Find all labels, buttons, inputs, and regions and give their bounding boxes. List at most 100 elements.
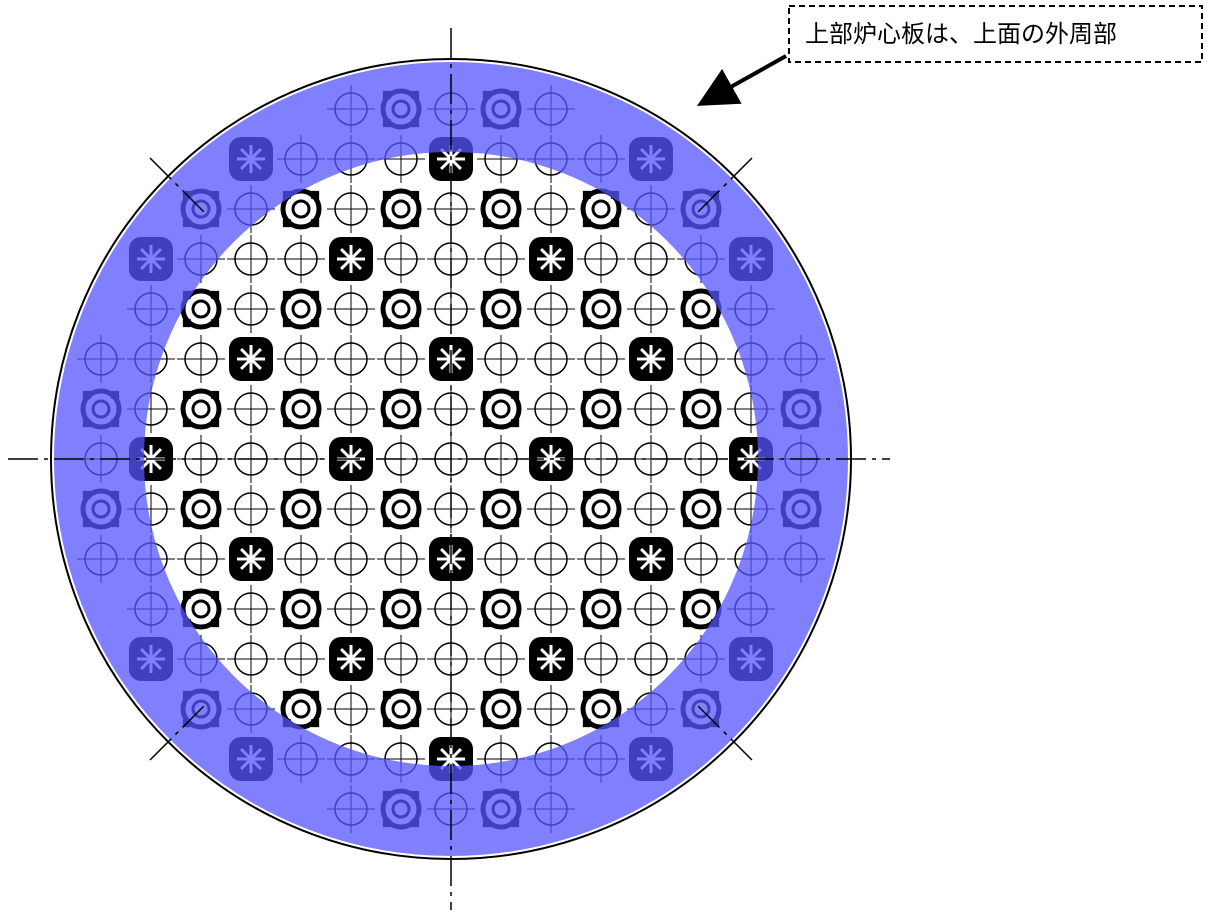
block-spoke: [349, 657, 362, 670]
block-spoke: [449, 157, 462, 170]
block-spoke: [549, 457, 562, 470]
assembly-cell: [327, 185, 375, 233]
block-spoke: [340, 657, 353, 670]
gear-tooth: [411, 590, 420, 599]
assembly-cell: [527, 685, 575, 733]
gear-tooth: [411, 390, 420, 399]
gear-tooth: [382, 190, 391, 199]
assembly-cell: [177, 535, 225, 583]
block-spoke: [349, 648, 362, 661]
gear-tooth: [411, 319, 420, 328]
gear-tooth: [282, 690, 291, 699]
gear-tooth: [582, 719, 591, 728]
assembly-cell: [580, 388, 622, 430]
gear-tooth: [411, 690, 420, 699]
gear-tooth: [382, 719, 391, 728]
assembly-cell: [227, 585, 275, 633]
assembly-cell: [580, 288, 622, 330]
gear-tooth: [582, 419, 591, 428]
gear-ring: [280, 388, 322, 430]
block-spoke: [349, 257, 362, 270]
assembly-cell: [477, 235, 525, 283]
assembly-cell: [277, 235, 325, 283]
gear-tooth: [582, 619, 591, 628]
block-spoke: [349, 457, 362, 470]
assembly-cell: [580, 488, 622, 530]
assembly-cell: [627, 635, 675, 683]
assembly-cell: [480, 588, 522, 630]
gear-tooth: [182, 590, 191, 599]
gear-tooth: [382, 319, 391, 328]
gear-core: [191, 399, 211, 419]
gear-tooth: [711, 519, 720, 528]
gear-tooth: [582, 290, 591, 299]
gear-core: [391, 499, 411, 519]
gear-tooth: [311, 390, 320, 399]
assembly-cell: [277, 335, 325, 383]
assembly-cell: [280, 588, 322, 630]
gear-ring: [180, 488, 222, 530]
block-spoke: [440, 348, 453, 361]
gear-tooth: [311, 319, 320, 328]
gear-tooth: [211, 619, 220, 628]
assembly-cell: [380, 288, 422, 330]
block-spoke: [240, 348, 253, 361]
gear-tooth: [382, 519, 391, 528]
block-spoke: [349, 248, 362, 261]
gear-tooth: [611, 590, 620, 599]
gear-tooth: [711, 590, 720, 599]
assembly-cell: [529, 237, 573, 281]
gear-tooth: [582, 190, 591, 199]
gear-tooth: [211, 419, 220, 428]
gear-core: [391, 299, 411, 319]
gear-core: [491, 299, 511, 319]
block-spoke: [440, 157, 453, 170]
gear-ring: [480, 488, 522, 530]
block-spoke: [249, 357, 262, 370]
block-spoke: [349, 448, 362, 461]
block-spoke: [449, 348, 462, 361]
gear-tooth: [311, 690, 320, 699]
gear-ring: [480, 588, 522, 630]
block-spoke: [340, 448, 353, 461]
gear-tooth: [611, 619, 620, 628]
block-spoke: [540, 657, 553, 670]
gear-core: [291, 599, 311, 619]
gear-core: [491, 499, 511, 519]
gear-tooth: [311, 619, 320, 628]
gear-tooth: [282, 519, 291, 528]
gear-tooth: [511, 419, 520, 428]
assembly-cell: [577, 535, 625, 583]
gear-tooth: [382, 219, 391, 228]
gear-tooth: [482, 519, 491, 528]
gear-tooth: [311, 419, 320, 428]
block-spoke: [440, 548, 453, 561]
gear-ring: [480, 188, 522, 230]
gear-tooth: [282, 319, 291, 328]
assembly-cell: [377, 335, 425, 383]
gear-tooth: [511, 690, 520, 699]
gear-tooth: [711, 490, 720, 499]
block-spoke: [549, 657, 562, 670]
assembly-cell: [527, 535, 575, 583]
assembly-cell: [380, 188, 422, 230]
gear-ring: [280, 488, 322, 530]
gear-tooth: [482, 219, 491, 228]
assembly-cell: [477, 535, 525, 583]
block-spoke: [249, 548, 262, 561]
gear-tooth: [382, 690, 391, 699]
callout-arrow: [697, 54, 787, 106]
gear-tooth: [682, 290, 691, 299]
gear-ring: [580, 288, 622, 330]
assembly-cell: [327, 285, 375, 333]
assembly-cell: [327, 385, 375, 433]
gear-tooth: [511, 519, 520, 528]
assembly-cell: [527, 485, 575, 533]
assembly-cell: [327, 685, 375, 733]
gear-tooth: [382, 619, 391, 628]
diagonal-center-line: [149, 157, 206, 214]
center-lines: [8, 28, 890, 910]
gear-ring: [480, 688, 522, 730]
assembly-cell: [327, 335, 375, 383]
gear-tooth: [382, 290, 391, 299]
